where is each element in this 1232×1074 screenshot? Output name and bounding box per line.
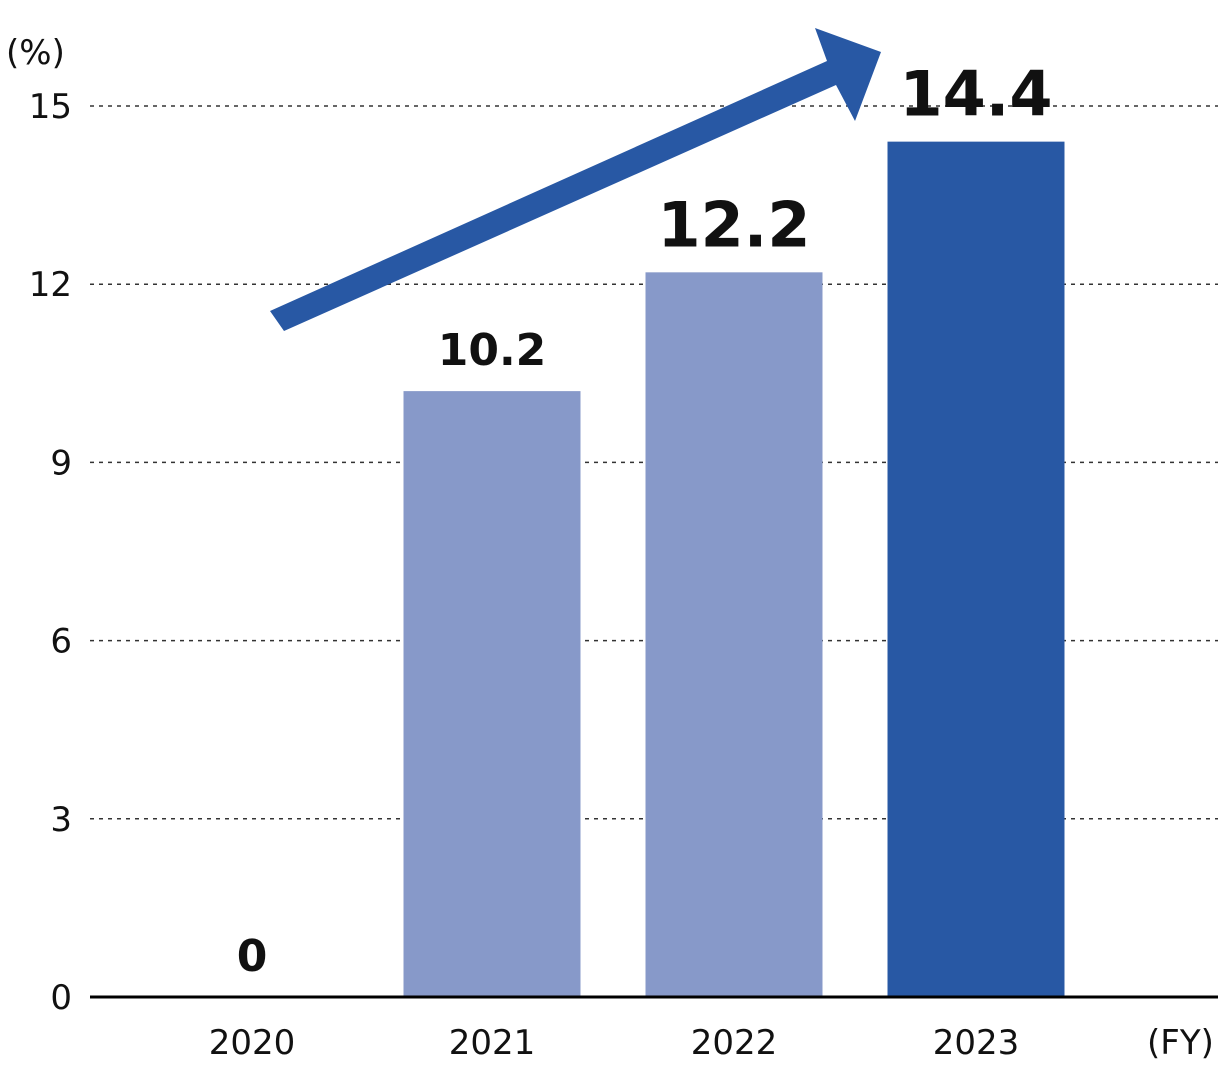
labels: (%) (FY) 0 3 6 9 12 15 0 2020 10.2 2021 12.2 2022 14… — [6, 33, 1214, 1063]
x-tick-label: 2020 — [209, 1023, 296, 1063]
data-label-2020: 0 — [237, 931, 268, 982]
y-axis-unit-label: (%) — [6, 33, 65, 73]
y-tick-label: 3 — [50, 800, 72, 840]
bar-2022 — [645, 272, 823, 997]
x-tick-label: 2022 — [691, 1023, 778, 1063]
y-tick-label: 15 — [29, 87, 72, 127]
bar-2023 — [887, 141, 1065, 997]
bar-2021 — [403, 391, 581, 997]
data-label-2022: 12.2 — [658, 188, 811, 261]
x-tick-label: 2023 — [933, 1023, 1020, 1063]
bars — [403, 141, 1065, 997]
x-tick-label: 2021 — [449, 1023, 536, 1063]
y-tick-label: 9 — [50, 443, 72, 483]
data-label-2021: 10.2 — [438, 325, 547, 376]
trend-arrow — [270, 28, 881, 331]
trend-arrow-icon — [270, 28, 881, 331]
y-tick-label: 12 — [29, 265, 72, 305]
y-tick-label: 0 — [50, 978, 72, 1018]
data-label-2023: 14.4 — [900, 58, 1053, 131]
x-axis-unit-label: (FY) — [1147, 1023, 1214, 1063]
y-tick-label: 6 — [50, 622, 72, 662]
